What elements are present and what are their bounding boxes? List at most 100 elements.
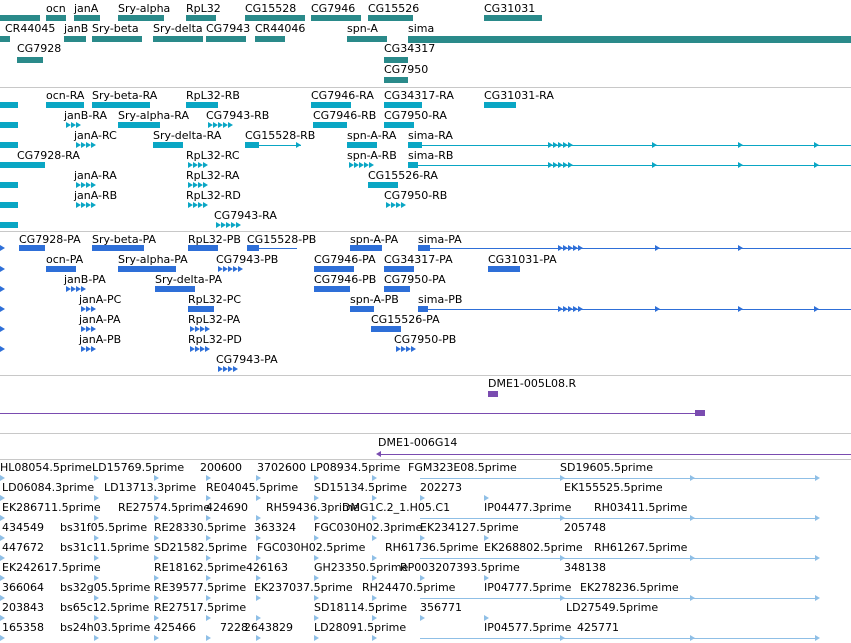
strand-arrow-icon <box>94 495 99 501</box>
feature-glyph <box>255 36 285 42</box>
feature-label: SD19605.5prime <box>560 461 653 474</box>
strand-arrow-icon <box>206 595 211 601</box>
strand-arrow-icon <box>203 202 208 208</box>
feature-label: spn-A-PB <box>350 293 399 306</box>
feature-label: FGC030H02.5prime <box>257 541 366 554</box>
feature-glyph <box>347 142 377 148</box>
strand-arrow-icon <box>372 595 377 601</box>
strand-arrow-icon <box>406 346 411 352</box>
feature-label: Sry-delta-PA <box>155 273 223 286</box>
strand-arrow-icon <box>558 245 563 251</box>
strand-arrow-icon <box>94 635 99 641</box>
strand-arrow-icon <box>188 202 193 208</box>
strand-arrow-icon <box>256 495 261 501</box>
feature-label: ocn-PA <box>46 253 84 266</box>
strand-arrow-icon <box>391 202 396 208</box>
strand-arrow-icon <box>560 595 565 601</box>
strand-arrow-icon <box>386 202 391 208</box>
feature-label: CG7950 <box>384 63 429 76</box>
feature-line <box>408 145 851 146</box>
strand-arrow-icon <box>0 595 5 601</box>
feature-glyph <box>92 36 142 42</box>
feature-label: CG7928-PA <box>19 233 81 246</box>
feature-label: FGC030H02.3prime <box>314 521 423 534</box>
feature-glyph <box>17 162 45 168</box>
strand-arrow-icon <box>372 515 377 521</box>
feature-label: RpL32-PC <box>188 293 242 306</box>
feature-label: ocn <box>46 2 66 15</box>
strand-arrow-icon <box>568 306 573 312</box>
feature-label: sima-RB <box>408 149 454 162</box>
feature-label: RH03411.5prime <box>594 501 688 514</box>
strand-arrow-icon <box>364 162 369 168</box>
feature-label: spn-A-RA <box>347 129 397 142</box>
strand-arrow-icon <box>563 245 568 251</box>
feature-label: CG7950-RA <box>384 109 447 122</box>
feature-label: 426163 <box>246 561 288 574</box>
strand-arrow-icon <box>86 202 91 208</box>
strand-arrow-icon <box>154 515 159 521</box>
feature-label: CG7943-PB <box>216 253 279 266</box>
strand-arrow-icon <box>91 182 96 188</box>
strand-arrow-icon <box>548 162 553 168</box>
strand-arrow-icon <box>420 535 425 541</box>
feature-label: 203843 <box>2 601 44 614</box>
strand-arrow-icon <box>420 495 425 501</box>
strand-arrow-icon <box>208 122 213 128</box>
feature-label: RpL32-RD <box>186 189 241 202</box>
strand-arrow-icon <box>228 122 233 128</box>
feature-label: LD13713.3prime <box>104 481 197 494</box>
feature-label: 424690 <box>206 501 248 514</box>
strand-arrow-icon <box>218 266 223 272</box>
strand-arrow-icon <box>815 515 820 521</box>
feature-line <box>378 454 851 455</box>
feature-label: CG7943 <box>206 22 251 35</box>
feature-label: RP003207393.5prime <box>400 561 520 574</box>
feature-glyph <box>245 142 259 148</box>
feature-label: sima-PA <box>418 233 462 246</box>
strand-arrow-icon <box>0 245 5 251</box>
feature-line <box>420 518 815 519</box>
feature-glyph <box>186 102 218 108</box>
strand-arrow-icon <box>484 615 489 621</box>
feature-line <box>420 598 815 599</box>
feature-label: janB-PA <box>64 273 106 286</box>
feature-label: bs31f05.5prime <box>60 521 148 534</box>
feature-label: DME1-005L08.R <box>488 377 577 390</box>
strand-arrow-icon <box>218 122 223 128</box>
strand-arrow-icon <box>228 366 233 372</box>
strand-arrow-icon <box>81 326 86 332</box>
strand-arrow-icon <box>66 122 71 128</box>
strand-arrow-icon <box>94 575 99 581</box>
feature-label: EK268802.5prime <box>484 541 583 554</box>
strand-arrow-icon <box>203 162 208 168</box>
strand-arrow-icon <box>573 306 578 312</box>
feature-label: RpL32-RB <box>186 89 240 102</box>
strand-arrow-icon <box>314 635 319 641</box>
strand-arrow-icon <box>223 122 228 128</box>
strand-arrow-icon <box>205 346 210 352</box>
feature-glyph <box>46 102 84 108</box>
strand-arrow-icon <box>91 326 96 332</box>
strand-arrow-icon <box>548 142 553 148</box>
feature-label: 202273 <box>420 481 462 494</box>
strand-arrow-icon <box>81 286 86 292</box>
strand-arrow-icon <box>578 245 583 251</box>
feature-glyph <box>74 15 100 21</box>
strand-arrow-icon <box>256 535 261 541</box>
feature-label: RpL32 <box>186 2 221 15</box>
feature-glyph <box>418 245 430 251</box>
strand-arrow-icon <box>738 245 743 251</box>
feature-label: Sry-beta <box>92 22 139 35</box>
strand-arrow-icon <box>154 535 159 541</box>
feature-label: 200600 <box>200 461 242 474</box>
feature-glyph <box>314 266 354 272</box>
feature-label: RE04045.5prime <box>206 481 299 494</box>
strand-arrow-icon <box>420 615 425 621</box>
feature-label: LP08934.5prime <box>310 461 401 474</box>
feature-glyph <box>350 306 374 312</box>
strand-arrow-icon <box>401 202 406 208</box>
feature-label: Sry-beta-RA <box>92 89 158 102</box>
strand-arrow-icon <box>690 475 695 481</box>
track-separator <box>0 459 851 460</box>
